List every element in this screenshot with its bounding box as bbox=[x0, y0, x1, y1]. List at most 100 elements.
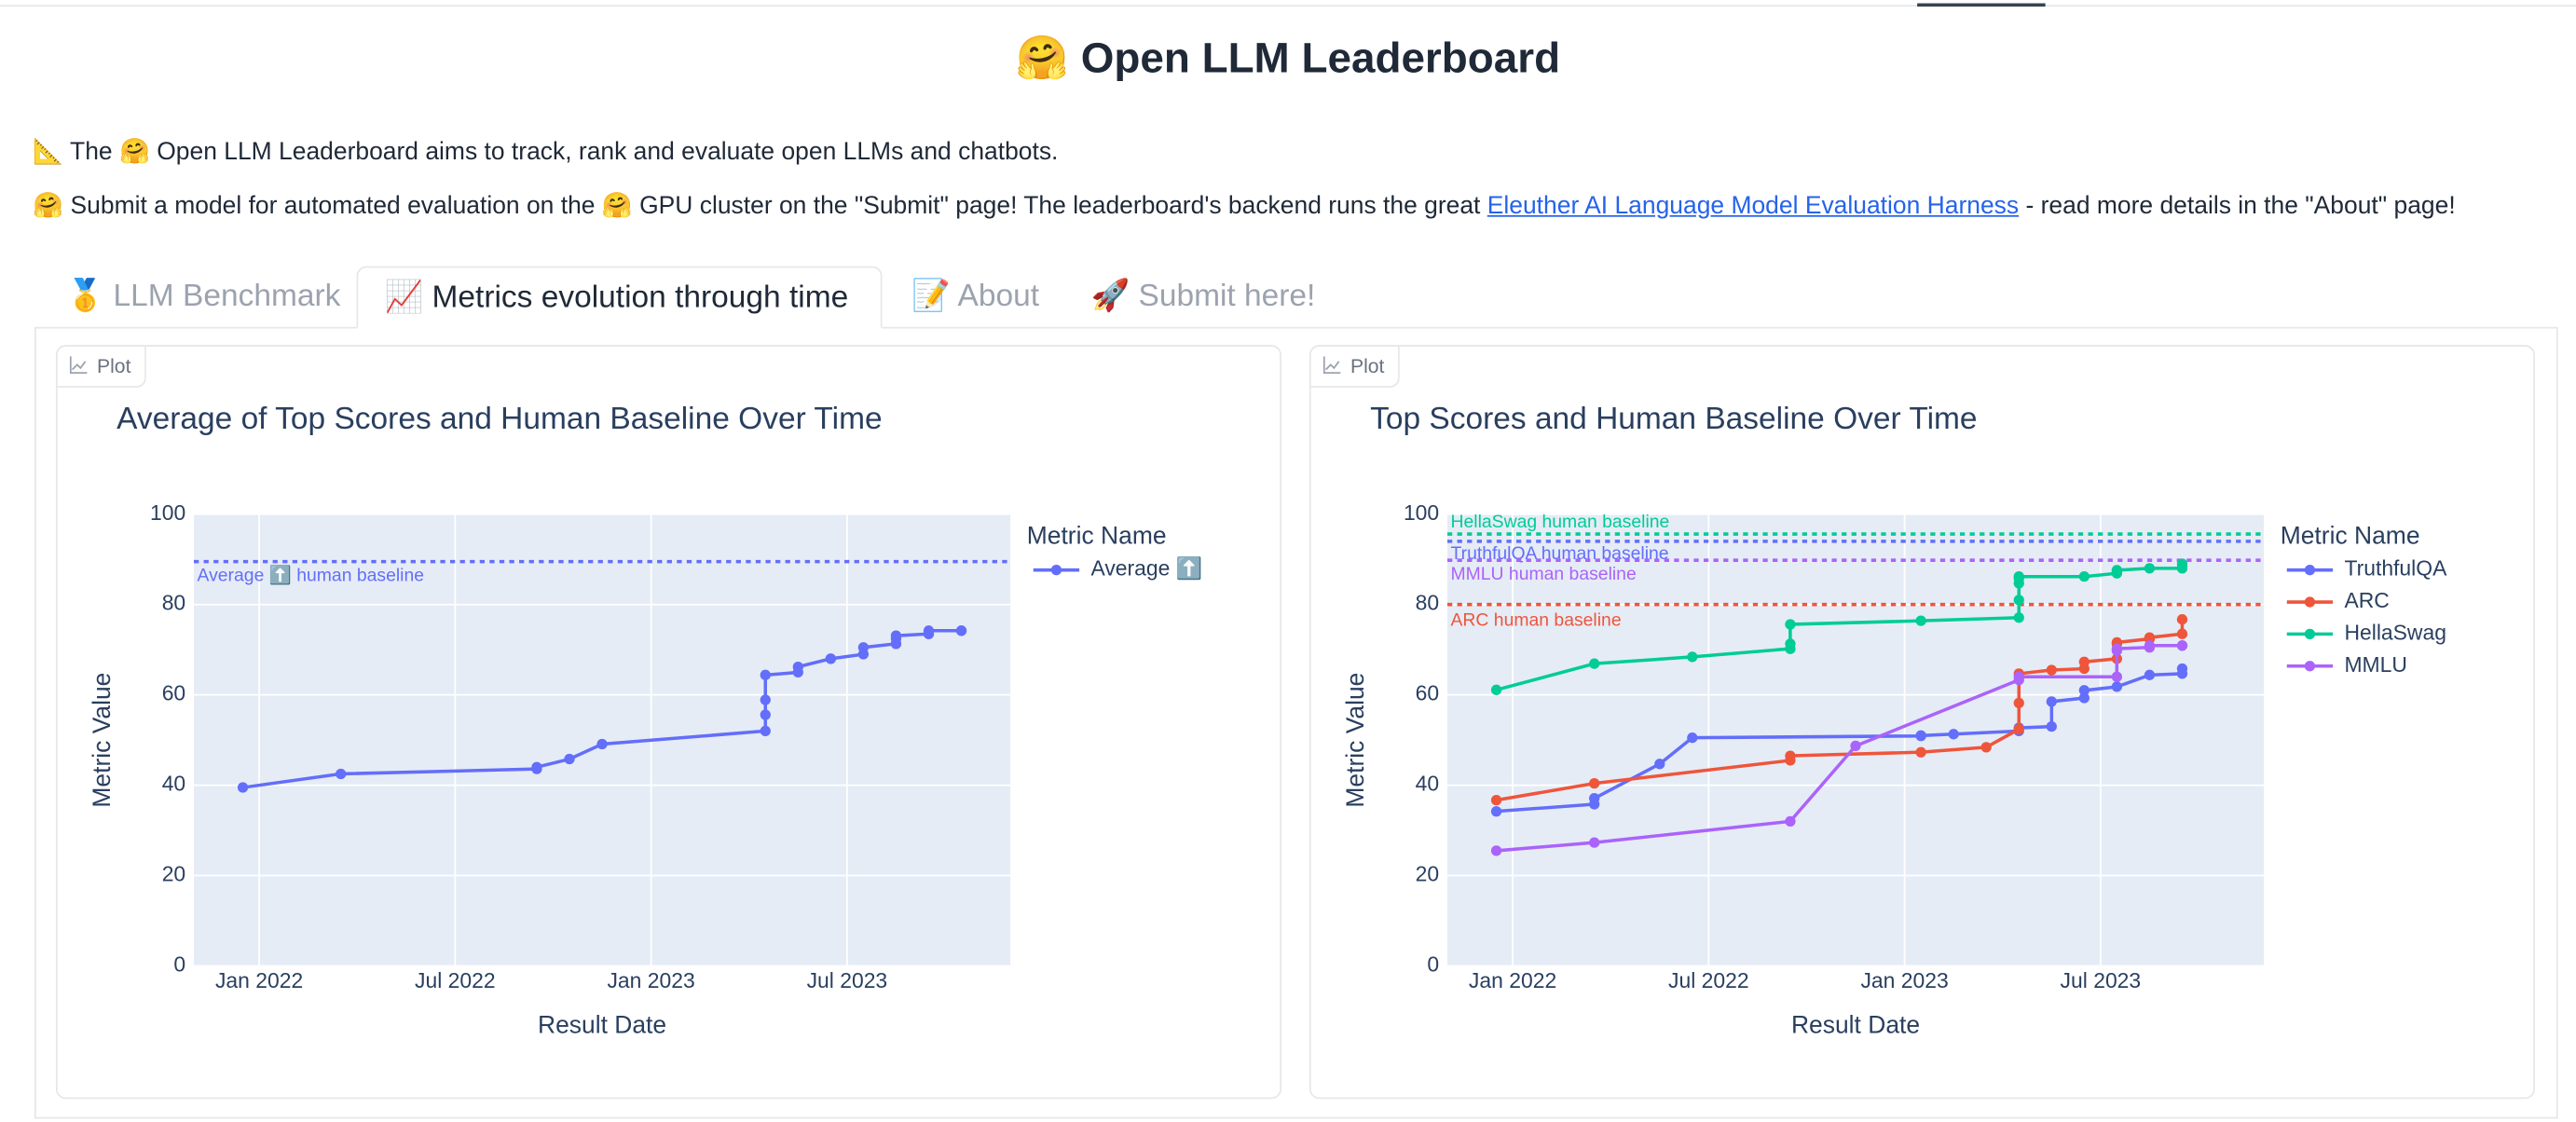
data-point bbox=[2111, 643, 2123, 654]
plot-area bbox=[1446, 513, 2265, 966]
tab[interactable]: 📝 About bbox=[911, 279, 1040, 314]
data-point bbox=[1687, 651, 1698, 663]
data-point bbox=[1785, 638, 1796, 650]
data-point bbox=[2078, 656, 2090, 667]
data-point bbox=[2111, 565, 2123, 576]
x-tick-label: Jul 2022 bbox=[415, 968, 496, 992]
legend-swatch bbox=[2304, 565, 2316, 576]
data-point bbox=[2013, 612, 2024, 623]
baseline-label: HellaSwag human baseline bbox=[1451, 512, 1670, 532]
baseline-label: MMLU human baseline bbox=[1451, 564, 1637, 584]
data-point bbox=[2013, 697, 2024, 709]
x-tick-label: Jul 2022 bbox=[1668, 968, 1749, 992]
tab-selected[interactable]: 📈 Metrics evolution through time bbox=[356, 266, 883, 329]
data-point bbox=[2176, 640, 2188, 651]
baseline-label: ARC human baseline bbox=[1451, 609, 1622, 630]
y-tick-label: 60 bbox=[1416, 681, 1439, 705]
text: - read more details in the "About" page! bbox=[2019, 192, 2456, 221]
y-tick-label: 100 bbox=[1404, 500, 1439, 525]
x-axis-label: Result Date bbox=[1791, 1011, 1920, 1039]
data-point bbox=[2144, 563, 2156, 574]
data-point bbox=[1850, 740, 1861, 752]
data-point bbox=[2144, 640, 2156, 651]
x-tick-label: Jan 2022 bbox=[1469, 968, 1556, 992]
data-point bbox=[1490, 806, 1502, 817]
data-point bbox=[1687, 732, 1698, 744]
page-title: 🤗 Open LLM Leaderboard bbox=[1015, 33, 1561, 83]
data-point bbox=[825, 653, 836, 664]
data-point bbox=[1589, 837, 1600, 848]
plot-panel: Top Scores and Human Baseline Over Time 0… bbox=[1309, 345, 2535, 1100]
legend-title: Metric Name bbox=[2281, 521, 2420, 549]
submit-text: 🤗 Submit a model for automated evaluatio… bbox=[33, 190, 2455, 220]
y-tick-label: 40 bbox=[162, 772, 185, 796]
data-point bbox=[955, 625, 967, 636]
data-point bbox=[1589, 658, 1600, 669]
chart-title: Top Scores and Human Baseline Over Time bbox=[1370, 402, 1977, 436]
y-tick-label: 40 bbox=[1416, 772, 1439, 796]
data-point bbox=[1589, 793, 1600, 804]
badge-label: Plot bbox=[1350, 354, 1385, 378]
data-point bbox=[2078, 692, 2090, 704]
legend-label: HellaSwag bbox=[2344, 620, 2446, 644]
legend-label: Average ⬆️ bbox=[1090, 556, 1202, 582]
data-point bbox=[2111, 671, 2123, 682]
harness-link[interactable]: Eleuther AI Language Model Evaluation Ha… bbox=[1487, 192, 2020, 221]
data-point bbox=[1915, 746, 1926, 758]
data-point bbox=[1785, 750, 1796, 761]
legend-label: ARC bbox=[2344, 588, 2389, 612]
data-point bbox=[760, 694, 771, 705]
top-indicator bbox=[1917, 3, 2046, 7]
tab[interactable]: 🥇 LLM Benchmark bbox=[65, 279, 341, 314]
data-point bbox=[923, 625, 935, 636]
plot-panel: Average of Top Scores and Human Baseline… bbox=[55, 345, 1281, 1100]
data-point bbox=[2046, 696, 2057, 707]
y-tick-label: 20 bbox=[162, 862, 185, 886]
data-point bbox=[1490, 794, 1502, 806]
y-axis-label: Metric Value bbox=[1341, 673, 1369, 808]
legend-label: MMLU bbox=[2344, 652, 2406, 677]
legend-swatch bbox=[2304, 596, 2316, 608]
data-point bbox=[890, 630, 902, 641]
y-tick-label: 0 bbox=[173, 952, 185, 977]
legend-swatch bbox=[2304, 628, 2316, 640]
data-point bbox=[1915, 615, 1926, 626]
data-point bbox=[1785, 815, 1796, 828]
x-tick-label: Jan 2023 bbox=[607, 968, 694, 992]
data-point bbox=[760, 725, 771, 737]
baseline-label: TruthfulQA human baseline bbox=[1451, 543, 1669, 564]
data-point bbox=[2046, 720, 2057, 732]
tab[interactable]: 🚀 Submit here! bbox=[1090, 279, 1316, 314]
legend-swatch bbox=[2304, 661, 2316, 672]
data-point bbox=[2176, 558, 2188, 569]
data-point bbox=[2176, 663, 2188, 675]
data-point bbox=[2078, 685, 2090, 696]
x-tick-label: Jul 2023 bbox=[807, 968, 888, 992]
data-point bbox=[2013, 723, 2024, 735]
top-border bbox=[0, 5, 2576, 7]
data-point bbox=[2013, 595, 2024, 606]
data-point bbox=[237, 782, 249, 793]
data-point bbox=[1785, 619, 1796, 630]
legend-label: TruthfulQA bbox=[2344, 556, 2447, 581]
data-point bbox=[2013, 570, 2024, 582]
y-tick-label: 20 bbox=[1416, 862, 1439, 886]
series bbox=[237, 625, 967, 793]
data-point bbox=[2046, 664, 2057, 676]
data-point bbox=[2013, 671, 2024, 682]
legend-title: Metric Name bbox=[1027, 521, 1167, 549]
plot-icon bbox=[69, 356, 88, 375]
data-point bbox=[1915, 730, 1926, 741]
data-point bbox=[2144, 632, 2156, 643]
data-point bbox=[1980, 742, 1992, 753]
y-tick-label: 100 bbox=[150, 500, 185, 525]
y-axis-label: Metric Value bbox=[88, 673, 116, 808]
data-point bbox=[2144, 669, 2156, 680]
data-point bbox=[2078, 570, 2090, 582]
data-point bbox=[1490, 684, 1502, 695]
x-tick-label: Jan 2023 bbox=[1860, 968, 1948, 992]
chart-title: Average of Top Scores and Human Baseline… bbox=[116, 402, 882, 436]
series bbox=[1490, 558, 2188, 695]
data-point bbox=[1589, 778, 1600, 789]
plot-badge: Plot bbox=[57, 346, 146, 389]
